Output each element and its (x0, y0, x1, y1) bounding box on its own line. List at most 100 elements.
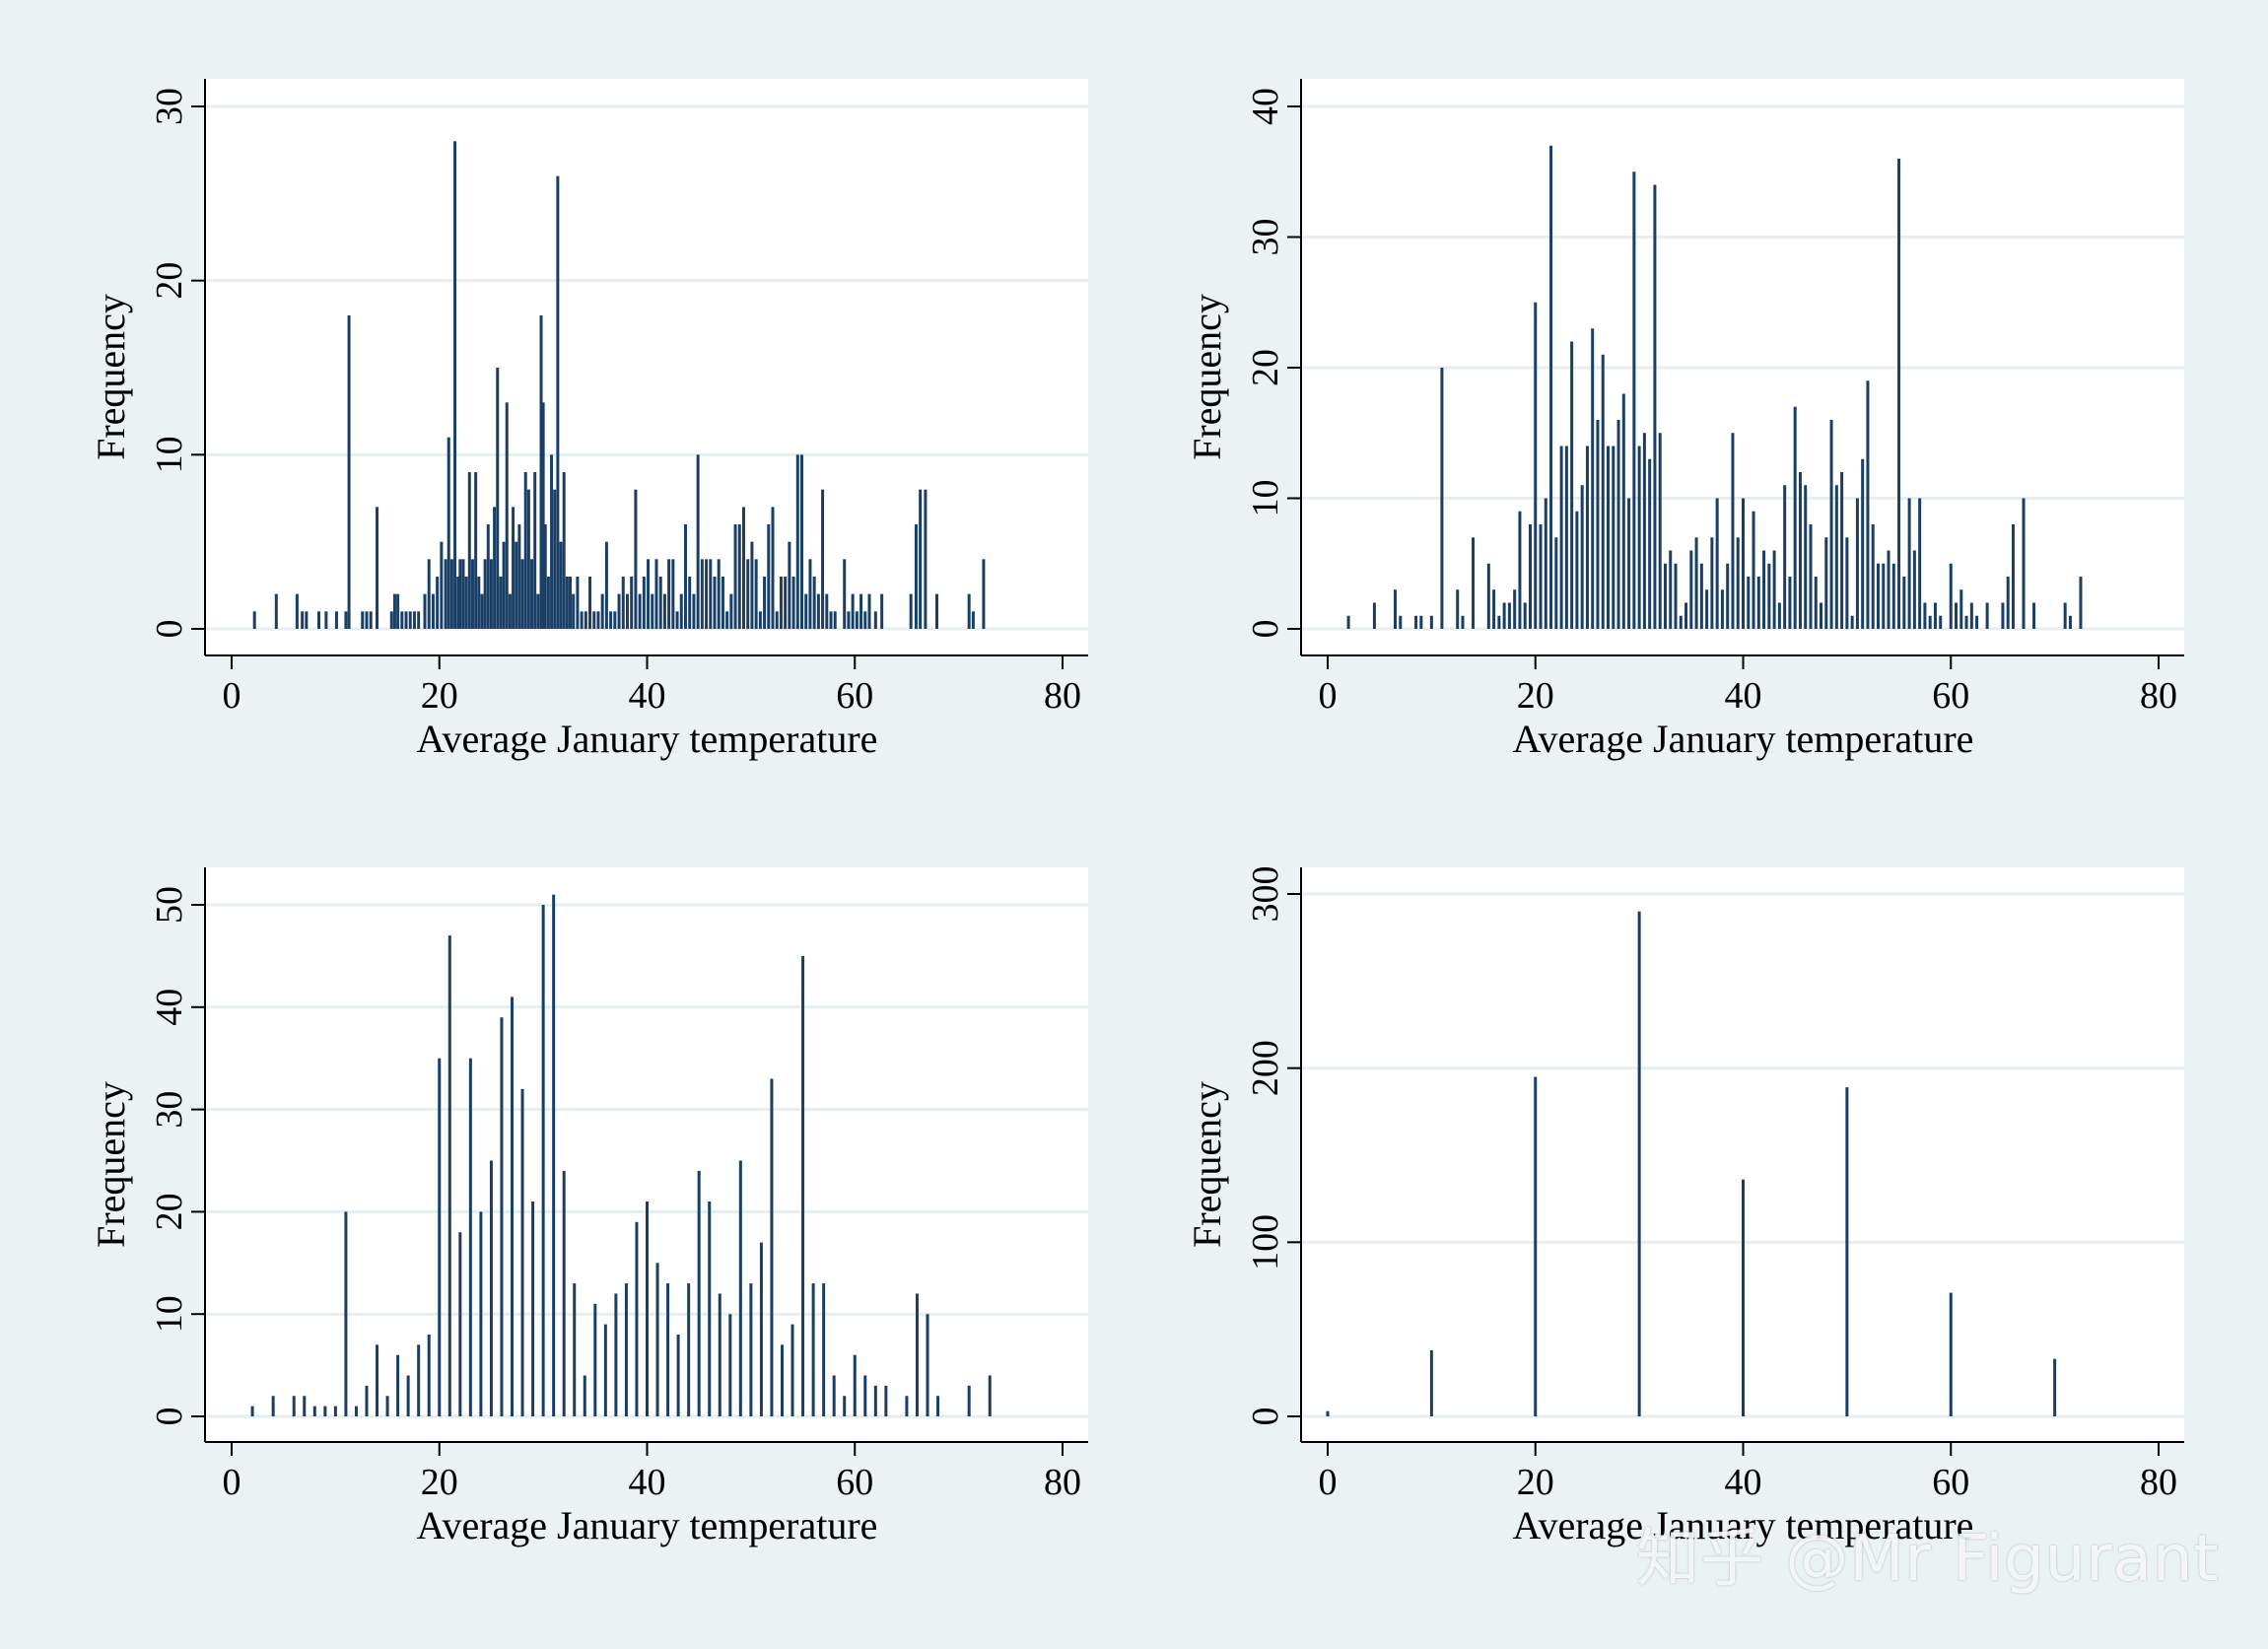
bar (1772, 550, 1776, 629)
bar (1399, 615, 1403, 629)
bar (546, 577, 550, 629)
bar (447, 935, 451, 1416)
bar (733, 524, 737, 629)
bar (1585, 446, 1589, 629)
x-tick-label: 80 (2140, 675, 2177, 717)
bar (573, 1283, 577, 1416)
bar (1591, 328, 1595, 629)
bar (795, 454, 799, 629)
bar (523, 472, 527, 629)
bar (775, 611, 779, 629)
bar (1705, 589, 1709, 629)
y-tick-label: 40 (149, 989, 190, 1026)
bar (675, 611, 679, 629)
bar (638, 593, 642, 629)
x-axis-title: Average January temperature (1513, 717, 1974, 761)
bar (408, 611, 412, 629)
bar (1607, 446, 1611, 629)
bar (295, 593, 299, 629)
bar (1897, 159, 1901, 629)
bar (464, 577, 468, 629)
bar (1679, 615, 1683, 629)
bar (717, 559, 721, 629)
bar (1663, 563, 1667, 629)
y-axis-title: Frequency (89, 1081, 133, 1248)
bar (369, 611, 373, 629)
bar (1507, 602, 1511, 629)
bar (543, 524, 547, 629)
bar (505, 402, 509, 629)
bar (1710, 537, 1714, 629)
bar (1928, 615, 1932, 629)
bar (1440, 368, 1444, 629)
bar (458, 559, 462, 629)
bar (583, 1375, 586, 1416)
bar (2053, 1358, 2057, 1416)
bar (584, 611, 587, 629)
y-tick-label: 20 (1245, 349, 1286, 386)
y-tick-label: 40 (1245, 88, 1286, 125)
bar (400, 611, 404, 629)
chart-panel-4: 0 100 200 300 0 20 40 60 80 Average January tempe… (1185, 866, 2184, 1547)
bar (829, 611, 833, 629)
bar (250, 1406, 254, 1416)
bar (376, 507, 379, 629)
bar (417, 611, 421, 629)
bar (1419, 615, 1423, 629)
bar (634, 489, 638, 629)
bar (562, 1170, 566, 1416)
bar (919, 489, 923, 629)
bar (1918, 498, 1922, 629)
bar (1933, 602, 1937, 629)
bar (412, 611, 416, 629)
bar (851, 593, 855, 629)
bar (1486, 563, 1490, 629)
bar (1518, 511, 1522, 629)
bar (596, 611, 600, 629)
x-tick-label: 40 (1725, 675, 1762, 717)
y-tick-label: 200 (1245, 1040, 1286, 1096)
bar (468, 1058, 472, 1416)
bar (1528, 524, 1532, 629)
bar (855, 611, 859, 629)
bar (292, 1396, 296, 1416)
bar (417, 1344, 421, 1416)
bar (1502, 602, 1506, 629)
bar (1855, 498, 1859, 629)
bar (905, 1396, 909, 1416)
bar (301, 611, 305, 629)
x-tick-label: 60 (836, 675, 873, 717)
y-tick-label: 20 (149, 1193, 190, 1230)
bar (1804, 485, 1808, 629)
bar (1601, 354, 1605, 629)
y-tick-label: 0 (149, 1408, 190, 1426)
bar (754, 559, 758, 629)
x-tick-label: 60 (1932, 1462, 1969, 1503)
bar (533, 472, 537, 629)
bar (825, 593, 829, 629)
bar (483, 559, 487, 629)
bar (385, 1396, 389, 1416)
bar (771, 507, 775, 629)
bar (423, 593, 427, 629)
bar (967, 593, 971, 629)
bar (1912, 550, 1916, 629)
bar (859, 593, 863, 629)
bar (1871, 524, 1875, 629)
bar (438, 1058, 442, 1416)
bar (800, 454, 804, 629)
bar (821, 489, 825, 629)
x-tick-label: 80 (1044, 1462, 1081, 1503)
bar (655, 1263, 659, 1416)
bar (880, 593, 884, 629)
bar (1720, 589, 1724, 629)
y-axis-title: Frequency (1185, 294, 1229, 460)
bar (718, 1293, 722, 1416)
bar (1554, 537, 1558, 629)
bar (569, 577, 573, 629)
bar (658, 577, 662, 629)
bar (431, 593, 435, 629)
bar (324, 611, 328, 629)
bar (541, 905, 545, 1416)
bar (1497, 615, 1501, 629)
